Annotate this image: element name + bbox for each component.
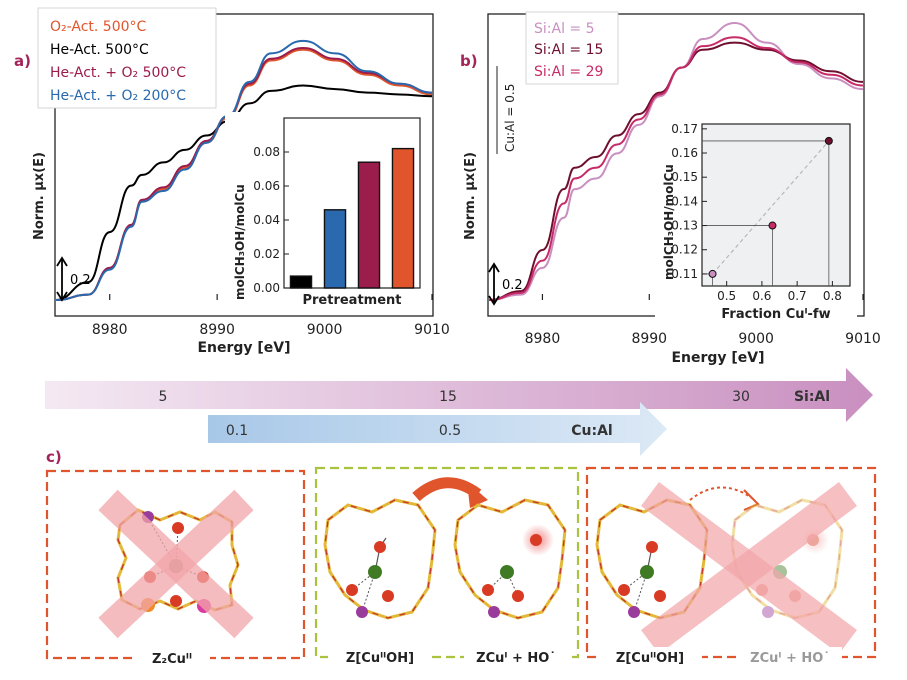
bar-4 (391, 147, 415, 289)
x-tick-label: 9010 (845, 331, 881, 347)
x-tick-label: 9010 (414, 322, 450, 338)
box3-label-b: ZCuᴵ + HO˙ (750, 651, 830, 666)
scatter-y-tick-label: 0.13 (671, 219, 698, 233)
reaction-arrow-icon (467, 482, 488, 508)
scatter-trend-line (712, 140, 830, 275)
scatter-y-tick-label: 0.12 (671, 243, 698, 257)
panel-b-scale-bar: 0.2 (488, 262, 523, 306)
box-zcuoh-active: Z[CuᴵᴵOH] ZCuᴵ + HO˙ (314, 466, 580, 666)
x-tick-label: 8980 (92, 322, 128, 338)
sial-arrow: 5 15 30 Si:Al (45, 368, 873, 422)
scatter-y-tick-label: 0.15 (671, 170, 698, 184)
panel-b-side-label: Cu:Al = 0.5 (503, 84, 517, 152)
panel-a-frame (54, 13, 434, 317)
cross-out-mark-1 (98, 489, 254, 639)
bar-y-tick-label: 0.06 (253, 179, 280, 193)
scatter-y-tick-label: 0.16 (671, 146, 698, 160)
bar-y-tick-label: 0.08 (253, 145, 280, 159)
legend-b-item-3: Si:Al = 29 (534, 64, 603, 80)
panel-a-xlabel: Energy [eV] (197, 340, 290, 356)
panel-c-label: c) (46, 448, 62, 466)
scatter-point-1 (708, 269, 717, 278)
cross-out-mark-2 (641, 481, 857, 655)
x-tick-label: 8980 (525, 331, 561, 347)
spectrum-line (488, 21, 864, 301)
inset-bar-chart: 0.00 0.02 0.04 0.06 0.08 molCH₃OH/molCu Pret… (225, 112, 428, 312)
scatter-x-tick-label: 0.8 (823, 289, 842, 303)
inset-bar-ylabel: molCH₃OH/molCu (233, 184, 247, 300)
x-tick-label: 9000 (307, 322, 343, 338)
box2-label-b: ZCuᴵ + HO˙ (476, 651, 556, 666)
sial-tick-3: 30 (732, 389, 750, 405)
x-tick-label: 8990 (199, 322, 235, 338)
legend-b-item-1: Si:Al = 5 (534, 21, 595, 37)
scatter-point-2 (768, 221, 777, 230)
panel-a-legend: O₂-Act. 500°C He-Act. 500°C He-Act. + O₂… (37, 7, 217, 109)
zeolite-ring-3 (453, 498, 567, 620)
scatter-y-tick-label: 0.14 (671, 194, 698, 208)
spectrum-line (488, 36, 864, 301)
scatter-x-tick-label: 0.7 (788, 289, 807, 303)
cual-tick-1: 0.1 (226, 423, 248, 439)
bar-1 (289, 275, 313, 289)
bar-2 (323, 209, 347, 289)
panel-b-xlabel: Energy [eV] (671, 350, 764, 366)
panel-a-label: a) (14, 52, 31, 70)
bar-3 (357, 161, 381, 289)
legend-a-item-3: He-Act. + O₂ 500°C (50, 65, 186, 81)
cual-arrow: 0.1 0.5 Cu:Al (208, 402, 667, 456)
inset-scatter-chart: 0.11 0.12 0.13 0.14 0.15 0.16 0.17 0.5 0.6 0.7 0.8… (655, 110, 857, 322)
spectrum-line (55, 39, 433, 301)
scatter-y-tick-label: 0.17 (671, 122, 698, 136)
sial-label: Si:Al (794, 389, 830, 405)
legend-a-item-1: O₂-Act. 500°C (50, 19, 147, 35)
scatter-point-3 (824, 136, 833, 145)
panel-a-scale-bar: 0.2 (56, 256, 91, 302)
legend-a-item-4: He-Act. + O₂ 200°C (50, 88, 186, 104)
box-z2cu: Z₂Cuᴵᴵ (45, 469, 306, 667)
panel-a-scale-label: 0.2 (70, 273, 91, 288)
panel-a-ylabel: Norm. μx(E) (32, 152, 47, 240)
x-tick-label: 9000 (738, 331, 774, 347)
panel-a-spectra (55, 39, 433, 301)
box1-label: Z₂Cuᴵᴵ (152, 652, 192, 667)
box3-label-a: Z[CuᴵᴵOH] (616, 651, 684, 666)
bar-y-tick-label: 0.00 (253, 281, 280, 295)
box-zcuoh-inactive: Z[CuᴵᴵOH] ZCuᴵ + HO˙ (585, 466, 877, 666)
legend-a-item-2: He-Act. 500°C (50, 42, 149, 58)
panel-b-spectra (488, 21, 864, 301)
panel-b-legend: Si:Al = 5 Si:Al = 15 Si:Al = 29 (525, 11, 619, 85)
legend-b-item-2: Si:Al = 15 (534, 42, 603, 58)
inset-bar-xlabel: Pretreatment (302, 293, 401, 308)
panel-b-scale-label: 0.2 (502, 278, 523, 293)
cual-tick-2: 0.5 (439, 423, 461, 439)
panel-b-label: b) (460, 52, 478, 70)
zeolite-ring-2 (323, 498, 437, 620)
sial-tick-1: 5 (159, 389, 168, 405)
scatter-x-tick-label: 0.5 (717, 289, 736, 303)
bar-y-tick-label: 0.04 (253, 213, 280, 227)
reaction-arrow-dotted-icon (743, 489, 760, 511)
scatter-y-tick-label: 0.11 (671, 267, 698, 281)
panel-a-xticks: 8980 8990 9000 9010 (92, 294, 450, 338)
inset-scatter-xlabel: Fraction Cuᴵ-fw (721, 307, 830, 322)
panel-b-ylabel: Norm. μx(E) (463, 152, 478, 240)
bar-y-tick-label: 0.02 (253, 247, 280, 261)
inset-scatter-ylabel: molCH₃OH/molCu (662, 164, 676, 280)
panel-b-xticks: 8980 8990 9000 9010 (525, 294, 881, 347)
sial-tick-2: 15 (439, 389, 457, 405)
box2-label-a: Z[CuᴵᴵOH] (346, 651, 414, 666)
cual-label: Cu:Al (571, 423, 612, 439)
x-tick-label: 8990 (631, 331, 667, 347)
scatter-x-tick-label: 0.6 (752, 289, 771, 303)
